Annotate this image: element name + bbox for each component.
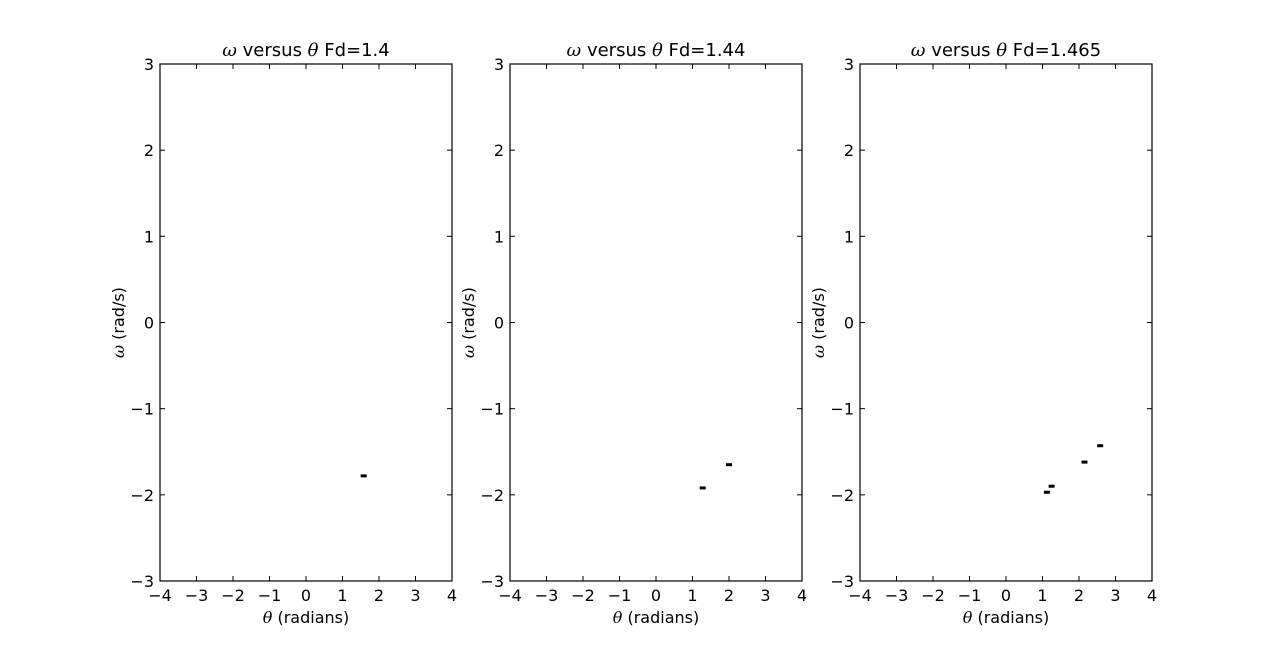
x-tick-label: 0 [301, 586, 311, 605]
data-point [360, 474, 367, 478]
x-tick-label: 3 [410, 586, 420, 605]
y-tick-label: −2 [130, 486, 154, 505]
x-tick-label: −4 [498, 586, 522, 605]
y-tick-label: 3 [144, 55, 154, 74]
y-tick-label: 0 [844, 314, 854, 333]
y-tick-label: −1 [480, 400, 504, 419]
x-tick-label: 2 [1074, 586, 1084, 605]
x-tick-label: 1 [337, 586, 347, 605]
x-tick-label: −2 [221, 586, 245, 605]
x-tick-label: 4 [447, 586, 457, 605]
y-tick-label: 3 [844, 55, 854, 74]
x-tick-label: −4 [848, 586, 872, 605]
y-tick-label: 1 [494, 227, 504, 246]
subplot-title: ω versus θ Fd=1.4 [222, 40, 389, 61]
axes-frame [509, 63, 803, 582]
x-tick-label: −1 [608, 586, 632, 605]
x-axis-label: θ (radians) [263, 608, 349, 627]
y-tick-label: 0 [494, 314, 504, 333]
axes-frame [159, 63, 453, 582]
y-tick-label: 2 [144, 141, 154, 160]
y-tick-label: −1 [130, 400, 154, 419]
x-tick-label: 3 [1110, 586, 1120, 605]
x-tick-label: 1 [687, 586, 697, 605]
x-axis-label: θ (radians) [963, 608, 1049, 627]
y-axis-label: ω (rad/s) [459, 287, 478, 358]
x-tick-label: 4 [1147, 586, 1157, 605]
y-tick-label: −1 [830, 400, 854, 419]
y-axis-label: ω (rad/s) [809, 287, 828, 358]
y-tick-label: 2 [844, 141, 854, 160]
y-tick-label: 1 [144, 227, 154, 246]
data-point [1043, 490, 1050, 494]
data-point [726, 463, 732, 467]
x-tick-label: −3 [185, 586, 209, 605]
x-tick-label: −3 [885, 586, 909, 605]
y-axis-label: ω (rad/s) [109, 287, 128, 358]
x-tick-label: 3 [760, 586, 770, 605]
y-tick-label: 1 [844, 227, 854, 246]
subplot-title: ω versus θ Fd=1.465 [911, 40, 1101, 61]
x-tick-label: −2 [571, 586, 595, 605]
subplot-title: ω versus θ Fd=1.44 [567, 40, 746, 61]
x-tick-label: −1 [258, 586, 282, 605]
x-tick-label: −3 [535, 586, 559, 605]
y-tick-label: 3 [494, 55, 504, 74]
y-tick-label: −2 [480, 486, 504, 505]
y-tick-label: −2 [830, 486, 854, 505]
data-point [1081, 460, 1088, 464]
y-tick-label: 0 [144, 314, 154, 333]
x-tick-label: 2 [374, 586, 384, 605]
x-tick-label: 1 [1037, 586, 1047, 605]
x-tick-label: −4 [148, 586, 172, 605]
y-tick-label: 2 [494, 141, 504, 160]
x-tick-label: 2 [724, 586, 734, 605]
x-tick-label: −2 [921, 586, 945, 605]
y-tick-label: −3 [130, 572, 154, 591]
x-tick-label: 0 [651, 586, 661, 605]
x-axis-label: θ (radians) [613, 608, 699, 627]
data-point [1048, 484, 1055, 488]
data-point [1097, 444, 1104, 448]
data-point [699, 486, 706, 490]
x-tick-label: 4 [797, 586, 807, 605]
y-tick-label: −3 [830, 572, 854, 591]
axes-frame [859, 63, 1153, 582]
x-tick-label: −1 [958, 586, 982, 605]
x-tick-label: 0 [1001, 586, 1011, 605]
y-tick-label: −3 [480, 572, 504, 591]
